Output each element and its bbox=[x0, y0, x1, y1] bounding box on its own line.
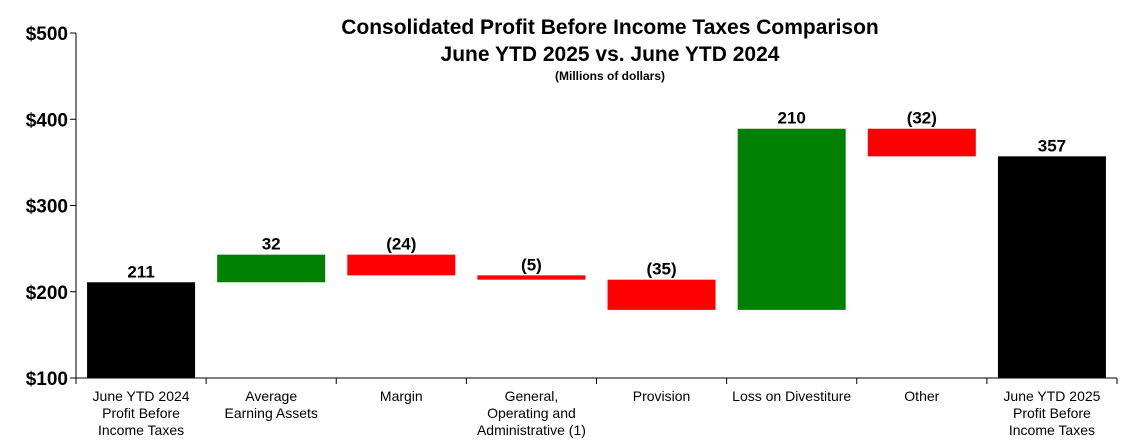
y-tick-label: $500 bbox=[26, 24, 68, 45]
x-tick-label: June YTD 2024 Profit Before Income Taxes bbox=[93, 388, 190, 438]
y-tick-label: $400 bbox=[26, 110, 68, 131]
x-tick-label: Provision bbox=[633, 388, 691, 404]
x-tick-label-line: Income Taxes bbox=[1009, 422, 1095, 438]
data-label: (32) bbox=[907, 109, 937, 128]
x-tick-label-line: Administrative (1) bbox=[477, 422, 586, 438]
x-tick-label-line: General, bbox=[505, 388, 559, 404]
x-tick-label-line: Provision bbox=[633, 388, 691, 404]
y-tick-label: $100 bbox=[26, 369, 68, 390]
chart-title: Consolidated Profit Before Income Taxes … bbox=[341, 16, 879, 39]
bars-group: 211 32 (24) (5) (35) 210 (32) 357 bbox=[87, 109, 1106, 378]
x-tick-label: June YTD 2025 Profit Before Income Taxes bbox=[1003, 388, 1100, 438]
x-tick-label-line: Other bbox=[904, 388, 939, 404]
data-label: (24) bbox=[386, 235, 416, 254]
x-tick-label-line: Operating and bbox=[487, 405, 576, 421]
y-tick-label: $200 bbox=[26, 283, 68, 304]
x-tick-label-line: Profit Before bbox=[102, 405, 180, 421]
x-tick-label-line: Income Taxes bbox=[98, 422, 184, 438]
x-tick-label-line: June YTD 2025 bbox=[1003, 388, 1100, 404]
x-tick-label-line: June YTD 2024 bbox=[93, 388, 190, 404]
bar bbox=[477, 275, 586, 280]
x-tick-label: Loss on Divestiture bbox=[732, 388, 851, 404]
y-tick-label: $300 bbox=[26, 197, 68, 218]
bar bbox=[87, 282, 196, 378]
x-tick-label-line: Profit Before bbox=[1013, 405, 1091, 421]
bar bbox=[607, 279, 716, 310]
bar bbox=[997, 156, 1106, 378]
data-label: 210 bbox=[778, 109, 806, 128]
bar bbox=[347, 254, 456, 276]
x-tick-label: Average Earning Assets bbox=[224, 388, 317, 421]
chart-units-note: (Millions of dollars) bbox=[555, 69, 665, 83]
x-tick-label: Margin bbox=[380, 388, 423, 404]
bar bbox=[217, 254, 326, 283]
x-tick-label-line: Earning Assets bbox=[224, 405, 317, 421]
bar bbox=[867, 128, 976, 157]
x-tick-label-line: Loss on Divestiture bbox=[732, 388, 851, 404]
chart-subtitle: June YTD 2025 vs. June YTD 2024 bbox=[441, 43, 780, 66]
data-label: (35) bbox=[646, 260, 676, 279]
bar bbox=[737, 128, 846, 310]
data-label: 211 bbox=[127, 262, 154, 281]
data-label: 357 bbox=[1038, 136, 1066, 155]
x-axis: June YTD 2024 Profit Before Income TaxesAv… bbox=[75, 377, 1118, 438]
x-tick-label: General, Operating and Administrative (1) bbox=[477, 388, 586, 438]
x-tick-label-line: Average bbox=[245, 388, 297, 404]
y-axis: $100 $200 $300 $400 $500 bbox=[26, 24, 77, 390]
x-tick-label-line: Margin bbox=[380, 388, 423, 404]
data-label: (5) bbox=[521, 255, 542, 274]
x-tick-label: Other bbox=[904, 388, 939, 404]
data-label: 32 bbox=[262, 235, 281, 254]
